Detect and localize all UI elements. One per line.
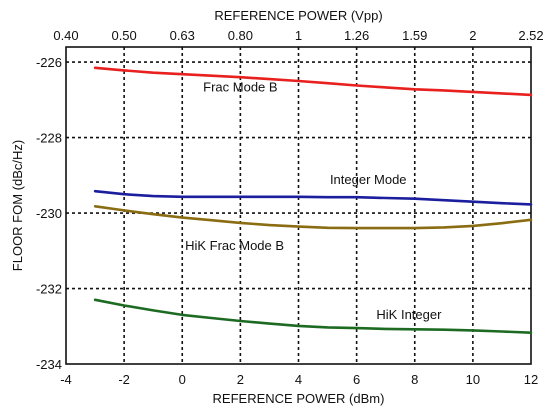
y-axis-title: FLOOR FOM (dBc/Hz)	[10, 140, 25, 271]
y-tick-label: -230	[36, 206, 62, 221]
x-tick-label: 10	[466, 372, 480, 387]
x-tick-label: 4	[295, 372, 302, 387]
top-tick-label: 0.40	[53, 28, 78, 43]
y-tick-label: -232	[36, 282, 62, 297]
top-axis-title: REFERENCE POWER (Vpp)	[214, 8, 382, 23]
y-tick-label: -228	[36, 131, 62, 146]
series-labels: Frac Mode B Integer Mode HiK Frac Mode B Hi…	[185, 80, 442, 322]
top-tick-label: 1	[295, 28, 302, 43]
series-label-frac-mode-b: Frac Mode B	[203, 80, 277, 95]
series-line-hik-frac-mode-b	[93, 205, 533, 230]
x-tick-label: 2	[237, 372, 244, 387]
y-tick-label: -226	[36, 55, 62, 70]
series-lines	[93, 66, 533, 335]
x-tick-label: 12	[524, 372, 538, 387]
series-label-integer-mode: Integer Mode	[330, 172, 407, 187]
x-tick-label: -4	[60, 372, 72, 387]
top-tick-label: 1.59	[402, 28, 427, 43]
top-tick-label: 0.63	[170, 28, 195, 43]
x-tick-label: 0	[179, 372, 186, 387]
x-axis-title: REFERENCE POWER (dBm)	[213, 391, 385, 406]
top-tick-label: 1.26	[344, 28, 369, 43]
top-tick-label: 2	[469, 28, 476, 43]
series-label-hik-frac-mode-b: HiK Frac Mode B	[185, 238, 284, 253]
series-line-hik-integer	[93, 298, 533, 335]
grid	[66, 47, 531, 364]
top-tick-label: 2.52	[518, 28, 543, 43]
series-label-hik-integer: HiK Integer	[376, 307, 442, 322]
x-tick-label: 8	[411, 372, 418, 387]
top-tick-label: 0.80	[228, 28, 253, 43]
x-tick-label: 6	[353, 372, 360, 387]
top-tick-label: 0.50	[111, 28, 136, 43]
x-tick-label: -2	[118, 372, 130, 387]
series-line-frac-mode-b	[93, 66, 533, 97]
y-tick-label: -234	[36, 357, 62, 372]
series-line-integer-mode	[93, 189, 533, 206]
